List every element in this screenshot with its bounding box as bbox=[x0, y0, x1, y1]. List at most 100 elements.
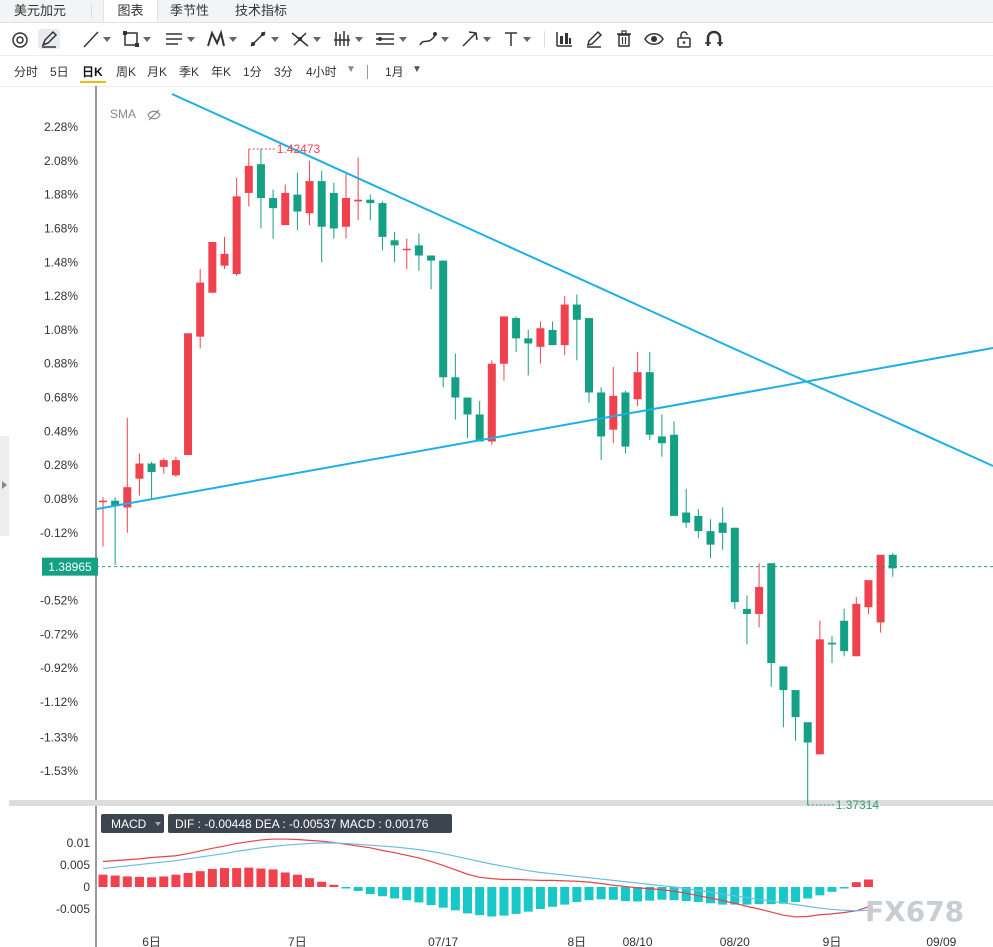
period-4hour[interactable]: 4小时 bbox=[306, 65, 337, 79]
eye-icon[interactable] bbox=[644, 29, 664, 49]
macd-histogram-bar bbox=[608, 887, 618, 900]
tab-divider bbox=[91, 4, 92, 18]
candle bbox=[512, 316, 521, 352]
active-period-underline bbox=[80, 81, 106, 83]
tab-chart[interactable]: 图表 bbox=[103, 0, 158, 22]
magnet-icon[interactable] bbox=[704, 29, 724, 49]
candle bbox=[451, 353, 460, 420]
candle-body bbox=[317, 181, 326, 227]
measure-icon[interactable] bbox=[248, 29, 279, 49]
y-tick-label: -1.33% bbox=[40, 730, 78, 744]
rectangle-icon[interactable] bbox=[122, 29, 151, 49]
candle-body bbox=[281, 192, 290, 226]
range-select[interactable]: 1月 bbox=[385, 65, 404, 79]
period-quarterly[interactable]: 季K bbox=[179, 65, 200, 79]
magnet-circle-icon[interactable] bbox=[10, 29, 30, 49]
trash-icon[interactable] bbox=[614, 29, 634, 49]
candle bbox=[439, 260, 448, 388]
x-axis-label: 09/09 bbox=[926, 935, 956, 947]
eye-slash bbox=[148, 109, 160, 121]
candle bbox=[111, 497, 120, 565]
candle-body bbox=[293, 194, 302, 212]
candle-body bbox=[427, 255, 436, 261]
macd-histogram-bar bbox=[791, 887, 801, 902]
range-caret[interactable]: ▼ bbox=[412, 64, 422, 75]
macd-histogram-bar bbox=[718, 887, 728, 905]
macd-histogram-bar bbox=[438, 887, 448, 908]
candle-body bbox=[670, 434, 679, 516]
candle bbox=[99, 497, 107, 547]
chart-type-icon[interactable] bbox=[554, 29, 574, 49]
y-tick-label: 0.68% bbox=[44, 391, 78, 405]
candle-body bbox=[840, 620, 849, 652]
candle bbox=[876, 554, 885, 633]
y-tick-label: 1.68% bbox=[44, 221, 78, 235]
trend-line-icon[interactable] bbox=[82, 29, 111, 49]
candle bbox=[755, 563, 764, 628]
macd-histogram-bar bbox=[645, 887, 655, 901]
candle bbox=[742, 595, 751, 645]
period-monthly[interactable]: 月K bbox=[147, 65, 168, 79]
tab-indicators[interactable]: 技术指标 bbox=[235, 3, 288, 18]
candle bbox=[293, 172, 302, 231]
candle-body bbox=[621, 392, 630, 447]
candle-body bbox=[305, 181, 314, 214]
tab-seasonality[interactable]: 季节性 bbox=[170, 3, 210, 18]
y-tick-label: 2.28% bbox=[44, 120, 78, 134]
macd-histogram-bar bbox=[863, 879, 873, 887]
candle-body bbox=[99, 500, 107, 503]
macd-histogram-bar bbox=[183, 872, 193, 887]
watermark: FX678 bbox=[865, 895, 964, 928]
text-icon[interactable] bbox=[502, 29, 531, 49]
macd-histogram-bar bbox=[402, 887, 412, 901]
candle bbox=[536, 321, 545, 364]
macd-histogram-bar bbox=[475, 887, 485, 916]
macd-histogram-bar bbox=[353, 887, 363, 891]
pattern-icon[interactable] bbox=[206, 29, 237, 49]
pencil-square-icon[interactable] bbox=[38, 29, 60, 49]
arrow-icon[interactable] bbox=[460, 29, 491, 49]
candle bbox=[670, 421, 679, 516]
fork-icon[interactable] bbox=[290, 29, 321, 49]
candle-body bbox=[597, 392, 606, 437]
more-periods-caret[interactable]: ▼ bbox=[346, 64, 356, 75]
candle bbox=[609, 367, 618, 444]
top-tab-bar: 美元加元 图表 季节性 技术指标 bbox=[0, 0, 993, 23]
period-daily[interactable]: 日K bbox=[82, 65, 103, 79]
candle-body bbox=[864, 580, 873, 608]
levels-icon[interactable] bbox=[374, 29, 407, 49]
bars-icon[interactable] bbox=[332, 29, 363, 49]
sma-legend[interactable]: SMA bbox=[110, 107, 136, 121]
macd-histogram-bar bbox=[244, 867, 254, 887]
candle-body bbox=[451, 377, 460, 398]
period-tick[interactable]: 分时 bbox=[14, 65, 39, 79]
candle bbox=[329, 182, 338, 239]
candle bbox=[730, 527, 739, 609]
macd-histogram-bar bbox=[499, 887, 509, 916]
candle bbox=[342, 172, 350, 239]
candle-body bbox=[196, 282, 205, 337]
y-tick-label: 0.88% bbox=[44, 357, 78, 371]
candle-body bbox=[718, 522, 727, 533]
period-divider bbox=[367, 65, 368, 79]
macd-histogram-bar bbox=[207, 868, 217, 887]
candle-body bbox=[402, 248, 411, 251]
period-1min[interactable]: 1分 bbox=[243, 65, 262, 79]
candle-body bbox=[815, 639, 824, 755]
period-3min[interactable]: 3分 bbox=[274, 65, 293, 79]
macd-y-tick: -0.005 bbox=[56, 902, 90, 916]
macd-histogram-bar bbox=[450, 887, 460, 911]
period-5day[interactable]: 5日 bbox=[50, 65, 69, 79]
parallel-lines-icon[interactable] bbox=[164, 29, 195, 49]
hidden-eye-icon[interactable] bbox=[147, 109, 161, 121]
lock-icon[interactable] bbox=[674, 29, 694, 49]
candle bbox=[852, 597, 861, 657]
edit-icon[interactable] bbox=[584, 29, 604, 49]
candle bbox=[414, 233, 423, 271]
brush-icon[interactable] bbox=[418, 29, 449, 49]
candle-body bbox=[390, 240, 399, 246]
expand-arrow-icon[interactable] bbox=[2, 481, 7, 489]
period-weekly[interactable]: 周K bbox=[116, 65, 137, 79]
period-yearly[interactable]: 年K bbox=[211, 65, 232, 79]
